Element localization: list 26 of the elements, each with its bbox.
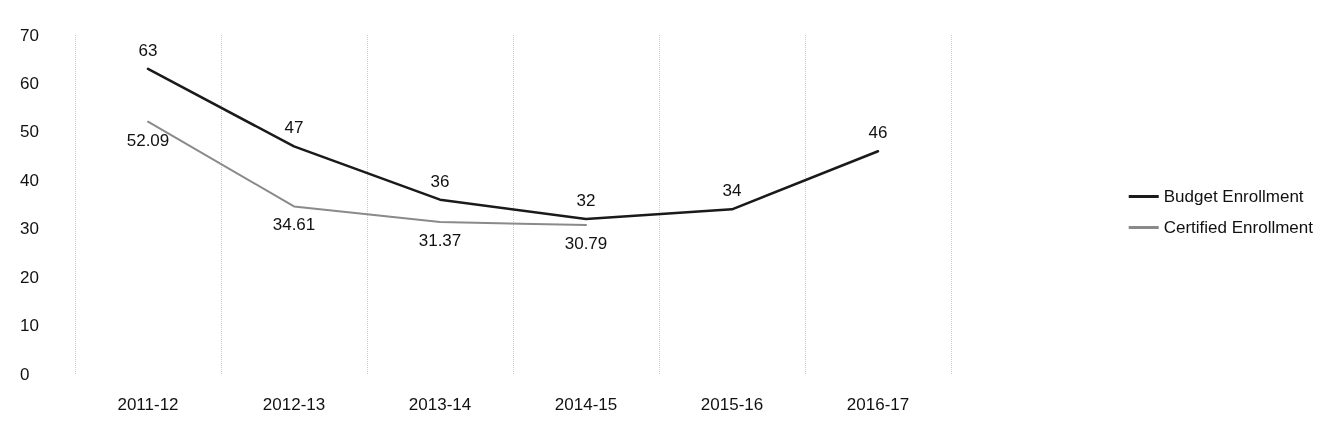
data-label: 31.37 [418, 231, 462, 251]
data-label: 32 [576, 191, 596, 211]
data-label: 52.09 [126, 130, 170, 150]
x-tick-label: 2016-17 [846, 395, 910, 414]
data-label: 36 [430, 171, 450, 191]
legend-label: Certified Enrollment [1163, 218, 1314, 237]
x-tick-label: 2011-12 [117, 395, 179, 414]
x-tick-label: 2012-13 [262, 395, 326, 414]
y-tick-label: 0 [20, 364, 30, 384]
y-tick-label: 60 [20, 73, 39, 93]
y-tick-label: 50 [20, 122, 39, 142]
y-tick-label: 10 [20, 316, 39, 336]
data-label: 34.61 [272, 215, 316, 235]
x-tick-label: 2013-14 [408, 395, 472, 414]
x-tick-label: 2015-16 [700, 395, 764, 414]
y-tick-label: 30 [20, 219, 39, 239]
data-label: 34 [722, 181, 742, 201]
y-tick-label: 40 [20, 170, 39, 190]
data-label: 47 [284, 118, 304, 138]
data-label: 46 [868, 123, 888, 143]
y-tick-label: 20 [20, 267, 39, 287]
data-label: 30.79 [564, 233, 608, 253]
legend-label: Budget Enrollment [1163, 187, 1304, 206]
x-tick-label: 2014-15 [554, 395, 618, 414]
y-tick-label: 70 [20, 25, 39, 45]
data-label: 63 [138, 40, 158, 60]
